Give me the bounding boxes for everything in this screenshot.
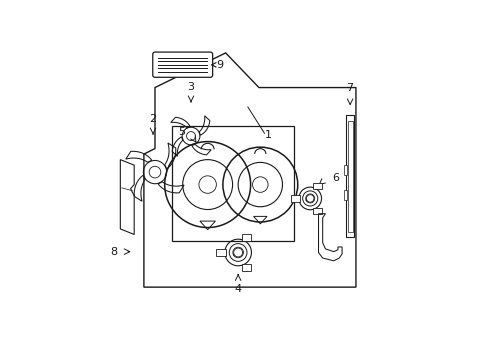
Bar <box>344 165 346 175</box>
FancyBboxPatch shape <box>242 264 251 271</box>
Text: 2: 2 <box>149 114 156 123</box>
Bar <box>344 190 346 199</box>
Text: 8: 8 <box>110 247 117 257</box>
Text: 7: 7 <box>346 83 353 93</box>
Bar <box>171 126 293 242</box>
Bar <box>346 115 353 237</box>
FancyBboxPatch shape <box>216 249 225 256</box>
Text: 3: 3 <box>187 82 194 92</box>
FancyBboxPatch shape <box>313 208 321 214</box>
Bar <box>347 121 352 232</box>
Text: 6: 6 <box>331 173 338 183</box>
Text: 9: 9 <box>211 60 223 70</box>
Text: 5: 5 <box>178 127 185 137</box>
FancyBboxPatch shape <box>313 183 321 189</box>
Text: 4: 4 <box>234 284 241 294</box>
FancyBboxPatch shape <box>291 195 299 202</box>
Text: 1: 1 <box>264 130 271 140</box>
FancyBboxPatch shape <box>152 52 212 77</box>
FancyBboxPatch shape <box>242 234 251 241</box>
